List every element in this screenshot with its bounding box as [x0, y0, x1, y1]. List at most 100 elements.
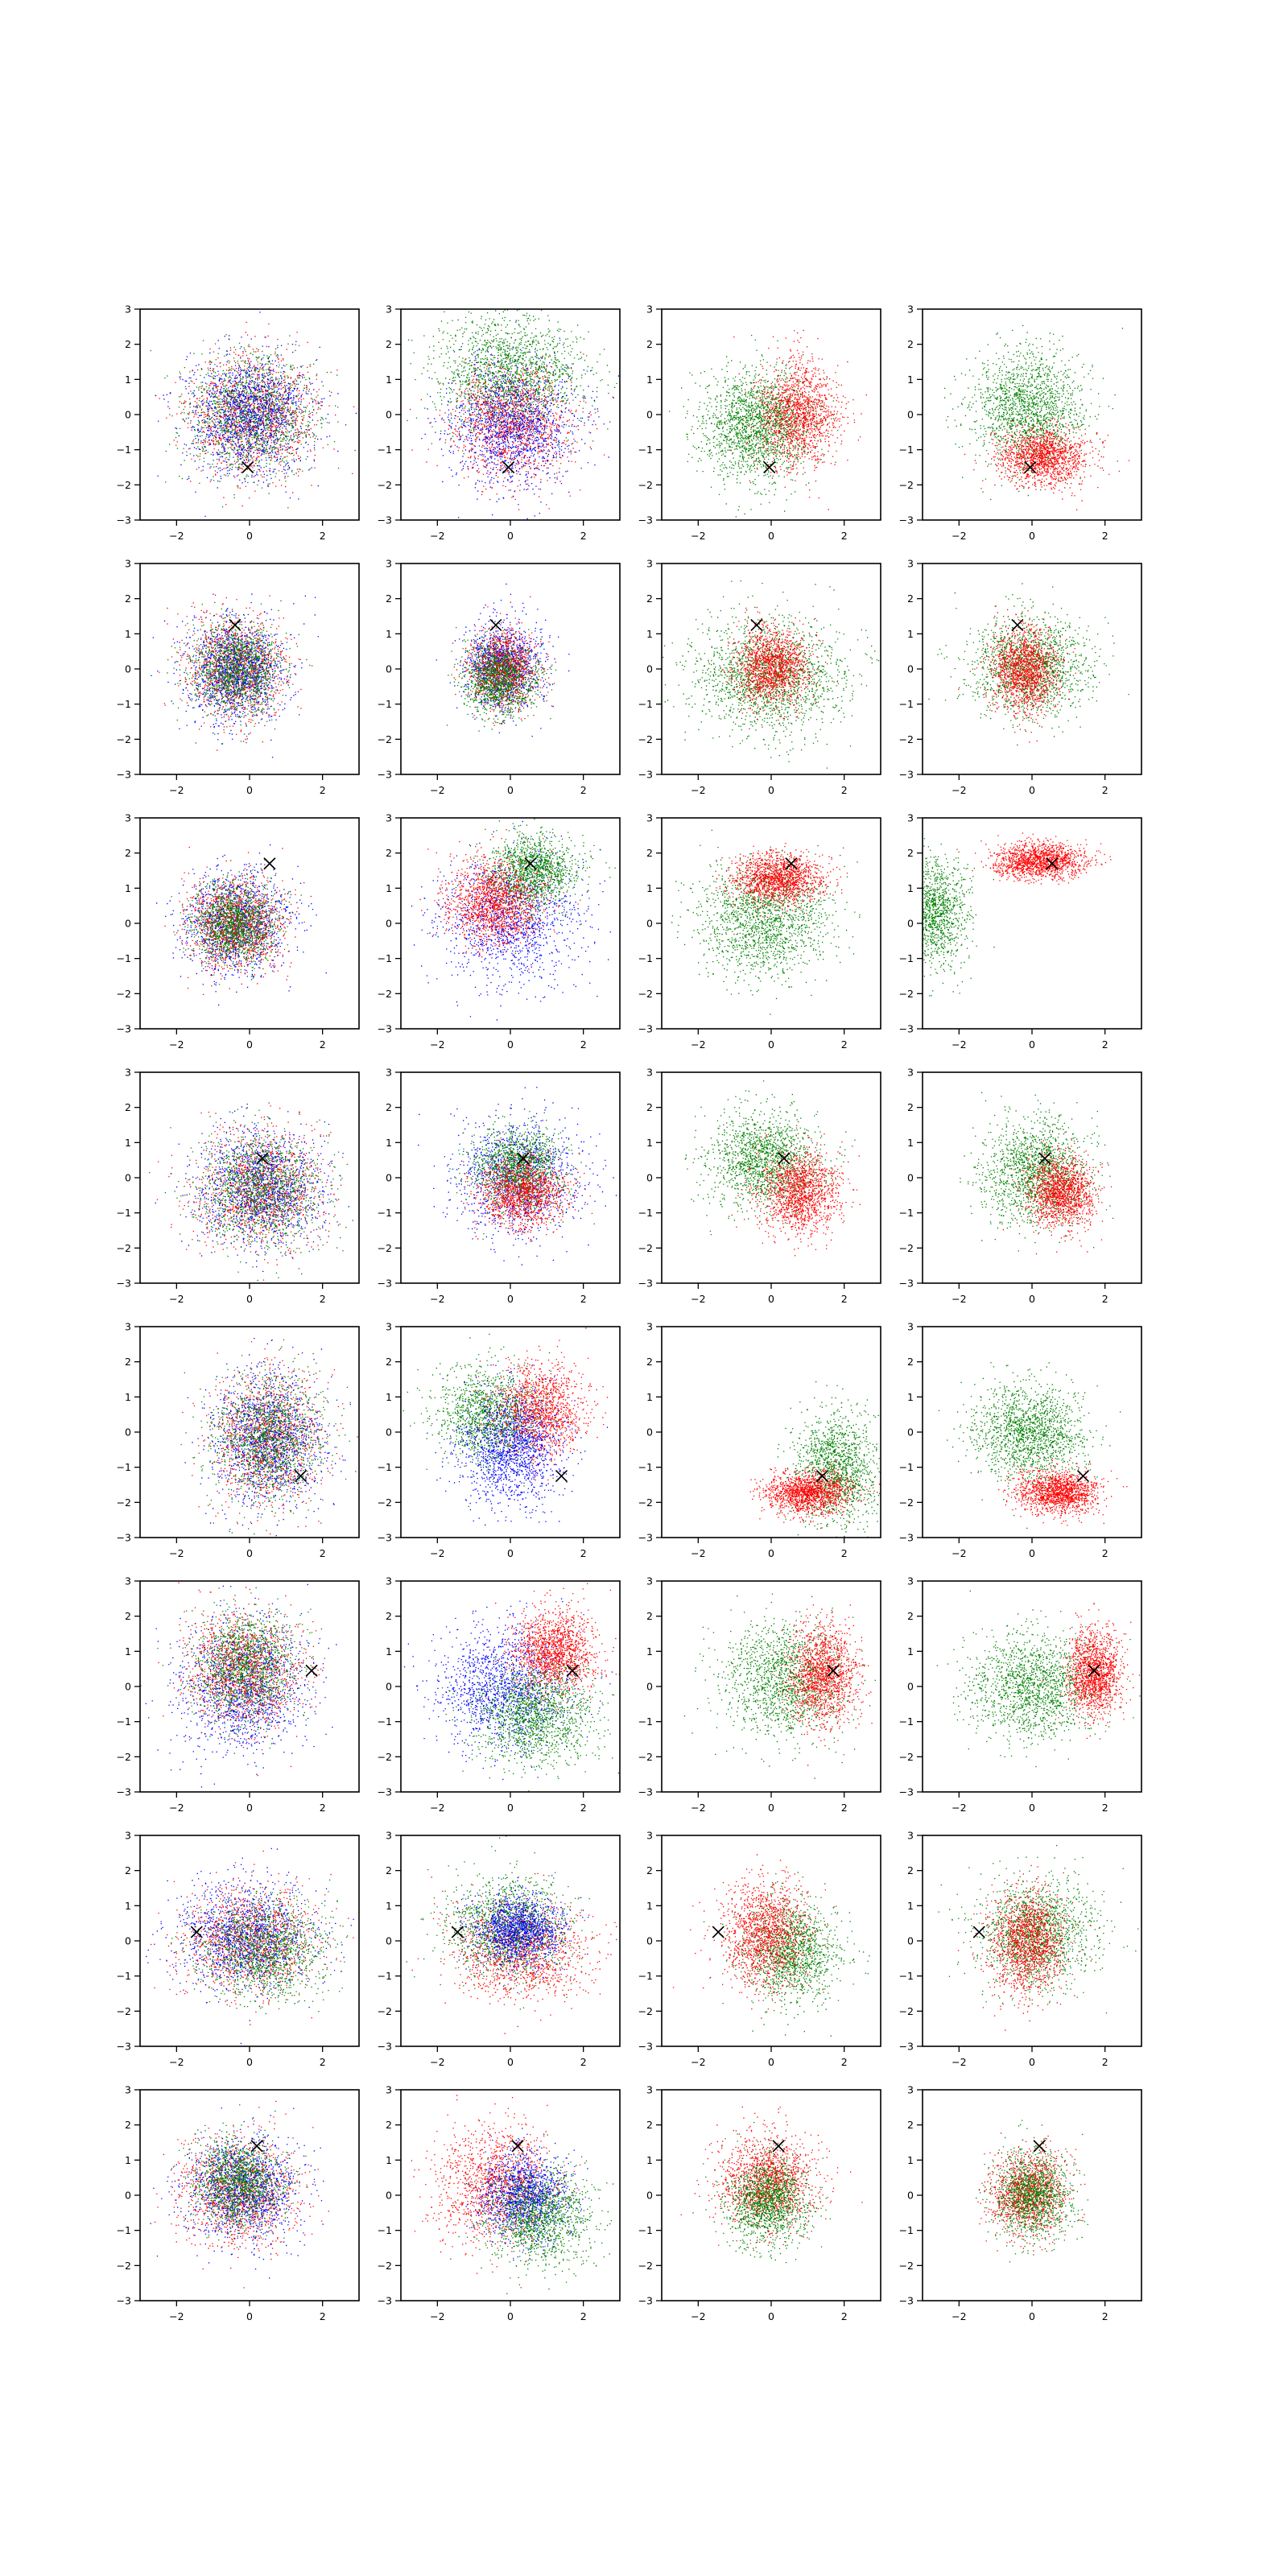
x-tick-label: 2 [1102, 1547, 1108, 1559]
x-tick-label: 0 [507, 530, 514, 542]
scatter-series-series_b-r8-c3 [692, 2122, 832, 2264]
y-tick-label: 0 [386, 2190, 392, 2202]
scatter-panel-r8-c4: −2 0 2 3 2 1 0 −1 −2 −3 [899, 2084, 1142, 2322]
scatter-panel-r4-c3: −2 0 2 3 2 1 0 −1 −2 −3 [638, 1067, 881, 1305]
panel-frame [922, 1835, 1142, 2047]
x-tick-label: −2 [952, 2310, 966, 2322]
y-tick-label: 3 [125, 1830, 131, 1842]
scatter-series-series_c-r7-c1 [146, 1847, 354, 2044]
x-tick-label: 2 [580, 1802, 587, 1814]
scatter-panel-r8-c2: −2 0 2 3 2 1 0 −1 −2 −3 [378, 2084, 621, 2322]
y-tick-label: 1 [646, 374, 653, 386]
y-tick-label: 1 [125, 1900, 131, 1912]
x-tick-label: 2 [580, 784, 587, 796]
y-tick-label: 1 [907, 1645, 914, 1657]
y-tick-label: 1 [125, 374, 131, 386]
y-tick-label: 1 [386, 1137, 392, 1149]
x-marker [712, 1926, 724, 1938]
y-tick-label: −2 [638, 1496, 653, 1509]
scatter-series-series_a-r3-c3 [716, 843, 848, 919]
y-tick-label: 2 [386, 1864, 392, 1876]
scatter-series-series_b-r8-c2 [450, 2134, 614, 2294]
y-tick-label: −2 [378, 733, 392, 745]
x-tick-label: 0 [768, 2056, 774, 2068]
y-tick-label: 3 [646, 1321, 653, 1333]
y-tick-label: 2 [125, 1101, 131, 1113]
x-marker [566, 1664, 579, 1677]
y-tick-label: 1 [125, 1391, 131, 1403]
y-tick-label: −3 [638, 769, 653, 781]
y-tick-label: −3 [378, 514, 392, 526]
scatter-panel-r8-c1: −2 0 2 3 2 1 0 −1 −2 −3 [117, 2084, 360, 2322]
x-marker [517, 1152, 530, 1165]
scatter-panel-r7-c1: −2 0 2 3 2 1 0 −1 −2 −3 [117, 1830, 360, 2068]
y-tick-label: 3 [646, 2084, 653, 2096]
x-tick-label: −2 [169, 784, 184, 796]
y-tick-label: 1 [386, 1391, 392, 1403]
x-tick-label: −2 [952, 1802, 966, 1814]
y-tick-label: −2 [117, 2260, 131, 2272]
y-tick-label: −2 [899, 1242, 914, 1254]
x-tick-label: −2 [169, 1802, 184, 1814]
y-tick-label: 2 [646, 1610, 653, 1622]
y-tick-label: −3 [899, 1786, 914, 1798]
x-tick-label: 2 [580, 2310, 587, 2322]
scatter-series-series_b-r2-c3 [663, 580, 880, 769]
x-tick-label: 0 [246, 530, 253, 542]
y-tick-label: −1 [899, 1715, 914, 1728]
x-marker [778, 1152, 791, 1165]
x-tick-label: 2 [1102, 2056, 1108, 2068]
x-tick-label: 2 [841, 1547, 848, 1559]
x-marker [1088, 1664, 1100, 1677]
y-tick-label: 2 [646, 592, 653, 605]
scatter-panel-r5-c2: −2 0 2 3 2 1 0 −1 −2 −3 [378, 1321, 621, 1559]
y-tick-label: −3 [899, 514, 914, 526]
y-tick-label: −2 [117, 479, 131, 491]
scatter-panel-r6-c3: −2 0 2 3 2 1 0 −1 −2 −3 [638, 1575, 881, 1814]
y-tick-label: −1 [117, 1461, 131, 1473]
y-tick-label: 1 [646, 2154, 653, 2166]
y-tick-label: −1 [117, 952, 131, 964]
y-tick-label: 1 [125, 882, 131, 894]
x-tick-label: −2 [430, 2056, 444, 2068]
x-marker [827, 1664, 840, 1677]
y-tick-label: 1 [386, 1645, 392, 1657]
y-tick-label: 3 [646, 303, 653, 316]
y-tick-label: 0 [646, 1681, 653, 1693]
y-tick-label: 1 [646, 1645, 653, 1657]
x-marker [250, 2140, 263, 2153]
x-marker [242, 460, 254, 474]
x-marker [1033, 2140, 1046, 2153]
y-tick-label: 3 [386, 812, 392, 824]
y-tick-label: 0 [125, 1935, 131, 1947]
x-tick-label: −2 [169, 1038, 184, 1051]
scatter-series-series_a-r2-c3 [708, 606, 839, 729]
x-tick-label: 2 [580, 1293, 587, 1305]
y-tick-label: −3 [899, 1532, 914, 1544]
scatter-panel-r1-c3: −2 0 2 3 2 1 0 −1 −2 −3 [638, 303, 881, 542]
y-tick-label: 3 [907, 303, 914, 316]
y-tick-label: −1 [638, 1715, 653, 1728]
x-marker [1076, 1469, 1090, 1483]
y-tick-label: −3 [899, 1278, 914, 1290]
y-tick-label: −1 [899, 952, 914, 964]
x-tick-label: 0 [246, 1802, 253, 1814]
y-tick-label: −3 [117, 769, 131, 781]
y-tick-label: 1 [646, 1900, 653, 1912]
scatter-panel-r8-c3: −2 0 2 3 2 1 0 −1 −2 −3 [638, 2084, 881, 2322]
scatter-series-series_a-r6-c3 [773, 1604, 873, 1766]
y-tick-label: −2 [899, 479, 914, 491]
panel-frame [922, 308, 1142, 521]
y-tick-label: 0 [125, 1172, 131, 1184]
y-tick-label: −3 [638, 514, 653, 526]
y-tick-label: 2 [386, 2119, 392, 2131]
x-tick-label: 2 [841, 530, 848, 542]
y-tick-label: −3 [378, 1278, 392, 1290]
scatter-series-series_a-r7-c2 [411, 1872, 617, 2034]
scatter-panel-r2-c4: −2 0 2 3 2 1 0 −1 −2 −3 [899, 558, 1142, 796]
y-tick-label: 1 [907, 628, 914, 640]
scatter-series-series_c-r2-c1 [151, 593, 319, 758]
y-tick-label: 3 [646, 812, 653, 824]
y-tick-label: 1 [907, 374, 914, 386]
y-tick-label: 2 [125, 338, 131, 350]
